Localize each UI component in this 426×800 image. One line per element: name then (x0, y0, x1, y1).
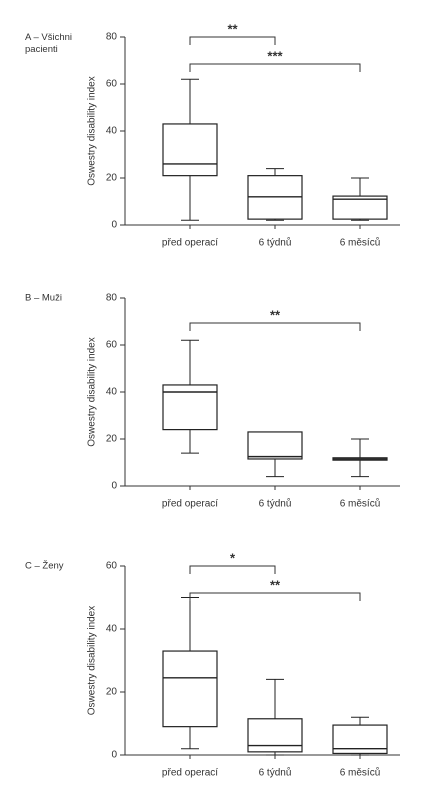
x-tick-label: 6 týdnů (259, 767, 292, 779)
title-line: A – Všichni (25, 32, 72, 43)
y-tick-label: 40 (106, 624, 118, 635)
x-tick-label: 6 týdnů (259, 237, 292, 249)
y-tick-label: 20 (106, 434, 118, 445)
significance-label: * (230, 550, 236, 565)
x-tick-label: 6 měsíců (340, 767, 381, 779)
box (247, 718, 303, 753)
significance-bracket (189, 63, 361, 72)
significance-bracket (189, 592, 361, 601)
panel-title: A – Všichni pacienti (25, 32, 72, 55)
title-line: pacienti (25, 44, 58, 55)
y-tick-label: 0 (111, 220, 117, 231)
x-tick-label: 6 týdnů (259, 498, 292, 510)
panel-title: C – Ženy (25, 561, 64, 572)
y-axis-label: Oswestry disability index (87, 606, 98, 715)
significance-bracket (189, 322, 361, 331)
significance-label: ** (227, 21, 238, 36)
panel-title: B – Muži (25, 293, 62, 304)
significance-label: ** (270, 577, 281, 592)
x-tick-label: před operací (162, 499, 218, 510)
y-tick-label: 40 (106, 126, 118, 137)
significance-label: ** (270, 307, 281, 322)
y-tick-label: 40 (106, 387, 118, 398)
y-axis-label: Oswestry disability index (87, 337, 98, 446)
x-tick-label: před operací (162, 768, 218, 779)
significance-bracket (189, 36, 276, 45)
box (247, 431, 303, 460)
significance-bracket (189, 565, 276, 574)
y-tick-label: 60 (106, 340, 118, 351)
significance-label: *** (267, 48, 283, 63)
y-tick-label: 80 (106, 293, 118, 304)
y-tick-label: 0 (111, 750, 117, 761)
box (332, 195, 388, 220)
y-tick-label: 20 (106, 173, 118, 184)
y-tick-label: 20 (106, 687, 118, 698)
box (162, 123, 218, 177)
y-tick-label: 60 (106, 79, 118, 90)
x-tick-label: 6 měsíců (340, 237, 381, 249)
y-axis-label: Oswestry disability index (87, 76, 98, 185)
y-tick-label: 0 (111, 481, 117, 492)
box (162, 650, 218, 728)
x-tick-label: 6 měsíců (340, 498, 381, 510)
x-tick-label: před operací (162, 238, 218, 249)
y-tick-label: 80 (106, 32, 118, 43)
y-tick-label: 60 (106, 561, 118, 572)
